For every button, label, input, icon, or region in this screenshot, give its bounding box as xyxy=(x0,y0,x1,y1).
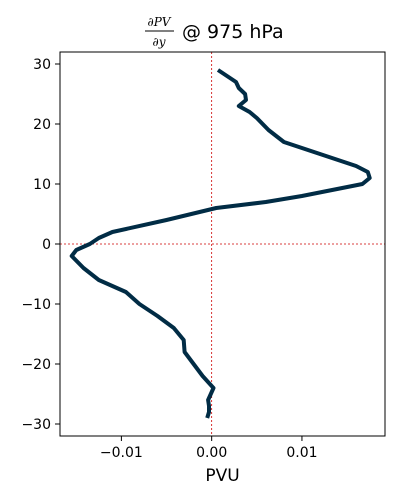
plot-frame xyxy=(59,51,386,437)
title-fraction-numerator: ∂PV xyxy=(148,15,172,29)
x-axis-ticks: −0.01 0.00 0.01 xyxy=(100,436,318,461)
x-tick-label: 0.01 xyxy=(286,445,317,461)
y-tick-label: 20 xyxy=(33,117,51,133)
x-tick-label: 0.00 xyxy=(196,445,227,461)
chart-title-text: @ 975 hPa xyxy=(182,21,284,43)
y-tick-label: −10 xyxy=(21,297,51,313)
y-tick-label: 10 xyxy=(33,177,51,193)
title-fraction-denominator: ∂y xyxy=(153,35,166,49)
x-axis-label: PVU xyxy=(205,466,239,486)
series-line xyxy=(69,68,372,419)
y-tick-label: −30 xyxy=(21,417,51,433)
y-tick-label: 30 xyxy=(33,57,51,73)
y-axis-ticks: −30 −20 −10 0 10 20 30 xyxy=(21,57,60,433)
chart-title: ∂PV ∂y @ 975 hPa xyxy=(145,15,284,49)
y-tick-label: 0 xyxy=(42,237,51,253)
y-tick-label: −20 xyxy=(21,357,51,373)
x-tick-label: −0.01 xyxy=(100,445,143,461)
